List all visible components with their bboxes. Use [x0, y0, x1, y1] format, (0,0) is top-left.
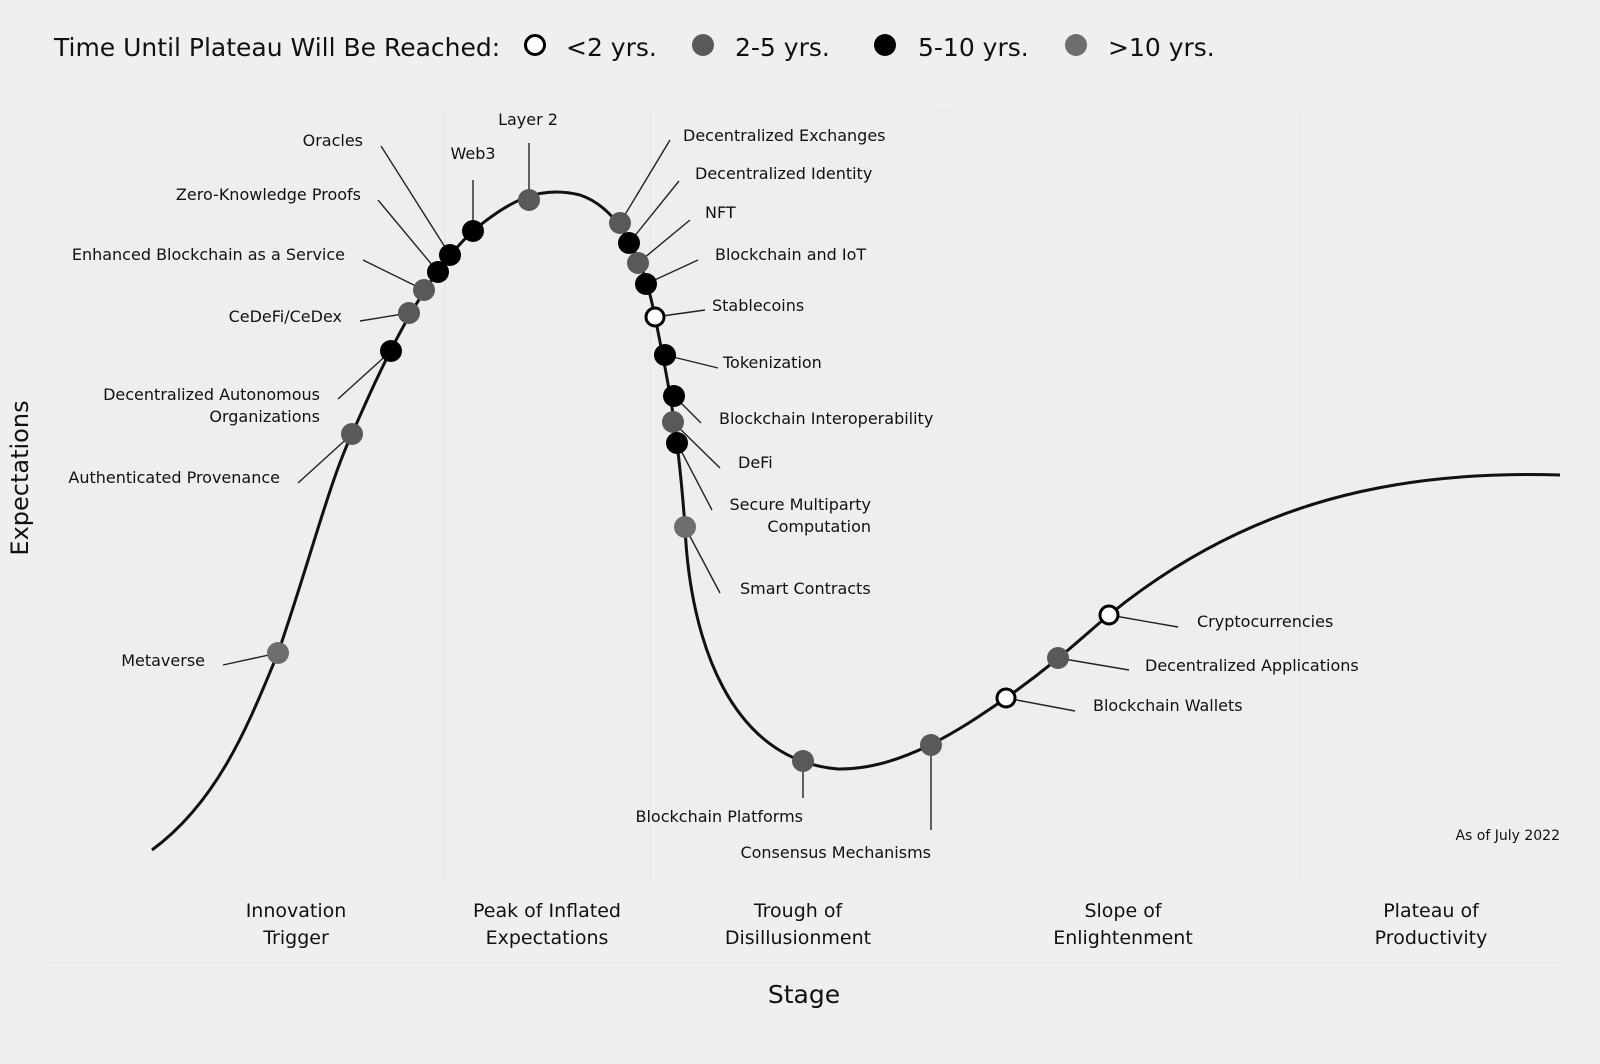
point-blockchain-and-iot	[635, 273, 657, 295]
label-cedefi-cedex: CeDeFi/CeDex	[229, 307, 342, 326]
point-decentralized-identity	[618, 232, 640, 254]
leader-line-nft	[637, 219, 691, 264]
stage-label-innovation-trigger: Innovation	[246, 900, 347, 922]
point-decentralized-applications	[1047, 647, 1069, 669]
legend-label-2to5: 2-5 yrs.	[735, 33, 830, 62]
stage-label-trough-of-disillusionment: Trough of	[753, 900, 844, 922]
stage-label-slope-of-enlightenment: Enlightenment	[1053, 927, 1193, 949]
legend-marker-2to5	[692, 34, 714, 56]
label-stablecoins: Stablecoins	[712, 296, 804, 315]
leader-line-secure-multiparty-computation	[676, 442, 713, 511]
point-decentralized-exchanges	[609, 212, 631, 234]
label-authenticated-provenance: Authenticated Provenance	[68, 468, 280, 487]
point-layer-2	[518, 189, 540, 211]
point-zero-knowledge-proofs	[427, 261, 449, 283]
label-blockchain-wallets: Blockchain Wallets	[1093, 696, 1243, 715]
legend-label-gt10: >10 yrs.	[1108, 33, 1215, 62]
label-cryptocurrencies: Cryptocurrencies	[1197, 612, 1333, 631]
leader-line-decentralized-exchanges	[619, 139, 671, 224]
stage-labels: Innovation Trigger Peak of Inflated Expecta…	[246, 900, 1488, 949]
stage-label-plateau-of-productivity: Plateau of	[1383, 900, 1480, 922]
stage-label-trough-of-disillusionment: Disillusionment	[725, 927, 871, 949]
as-of-note: As of July 2022	[1455, 828, 1560, 844]
label-decentralized-applications: Decentralized Applications	[1145, 656, 1359, 675]
label-secure-multiparty-computation: Computation	[767, 517, 871, 536]
label-web3: Web3	[450, 144, 495, 163]
label-decentralized-exchanges: Decentralized Exchanges	[683, 126, 886, 145]
legend-label-lt2: <2 yrs.	[566, 33, 657, 62]
point-tokenization	[654, 344, 676, 366]
label-oracles: Oracles	[303, 131, 363, 150]
label-decentralized-autonomous-organizations: Organizations	[209, 407, 320, 426]
label-blockchain-interoperability: Blockchain Interoperability	[719, 409, 933, 428]
label-layer-2: Layer 2	[498, 110, 558, 129]
stage-label-innovation-trigger: Trigger	[262, 927, 329, 949]
label-enhanced-blockchain-as-a-service: Enhanced Blockchain as a Service	[72, 245, 345, 264]
legend-marker-5to10	[874, 34, 896, 56]
leader-line-cryptocurrencies	[1108, 614, 1179, 628]
stage-label-plateau-of-productivity: Productivity	[1375, 927, 1488, 949]
leader-line-decentralized-applications	[1057, 657, 1130, 671]
technology-points	[267, 189, 1120, 772]
point-cedefi-cedex	[398, 302, 420, 324]
point-secure-multiparty-computation	[666, 432, 688, 454]
legend-title: Time Until Plateau Will Be Reached:	[53, 33, 500, 62]
point-metaverse	[267, 642, 289, 664]
point-enhanced-blockchain-as-a-service	[413, 279, 435, 301]
legend-marker-lt2	[524, 34, 546, 56]
point-stablecoins	[644, 306, 666, 328]
point-nft	[627, 252, 649, 274]
point-oracles	[439, 244, 461, 266]
leader-line-zero-knowledge-proofs	[377, 199, 439, 273]
leader-line-decentralized-identity	[628, 180, 680, 244]
leader-line-blockchain-wallets	[1005, 697, 1076, 712]
legend: Time Until Plateau Will Be Reached: <2 y…	[53, 33, 1215, 62]
leader-line-oracles	[380, 145, 451, 256]
label-nft: NFT	[705, 203, 736, 222]
point-consensus-mechanisms	[920, 734, 942, 756]
label-decentralized-identity: Decentralized Identity	[695, 164, 872, 183]
label-tokenization: Tokenization	[722, 353, 822, 372]
label-decentralized-autonomous-organizations: Decentralized Autonomous	[103, 385, 320, 404]
label-smart-contracts: Smart Contracts	[740, 579, 871, 598]
x-axis-label: Stage	[768, 980, 840, 1009]
legend-label-5to10: 5-10 yrs.	[918, 33, 1029, 62]
leader-line-authenticated-provenance	[297, 433, 353, 484]
y-axis-label: Expectations	[6, 400, 34, 555]
label-blockchain-platforms: Blockchain Platforms	[636, 807, 804, 826]
point-web3	[462, 220, 484, 242]
point-defi	[662, 411, 684, 433]
stage-label-peak-of-inflated-expectations: Expectations	[486, 927, 609, 949]
label-consensus-mechanisms: Consensus Mechanisms	[740, 843, 931, 862]
point-blockchain-interoperability	[663, 385, 685, 407]
stage-gridlines	[444, 110, 1301, 880]
leader-line-smart-contracts	[684, 526, 721, 594]
leader-line-decentralized-autonomous-organizations	[337, 350, 392, 400]
point-blockchain-platforms	[792, 750, 814, 772]
legend-marker-gt10	[1065, 34, 1087, 56]
leader-lines	[222, 139, 1179, 830]
label-blockchain-and-iot: Blockchain and IoT	[715, 245, 866, 264]
point-blockchain-wallets	[995, 687, 1017, 709]
label-zero-knowledge-proofs: Zero-Knowledge Proofs	[176, 185, 361, 204]
stage-label-peak-of-inflated-expectations: Peak of Inflated	[473, 900, 621, 922]
point-cryptocurrencies	[1098, 604, 1120, 626]
leader-line-enhanced-blockchain-as-a-service	[362, 259, 425, 291]
label-metaverse: Metaverse	[121, 651, 205, 670]
point-smart-contracts	[674, 516, 696, 538]
label-defi: DeFi	[738, 453, 773, 472]
stage-label-slope-of-enlightenment: Slope of	[1084, 900, 1162, 922]
technology-labels: Metaverse Authenticated Provenance Decentr…	[68, 110, 1358, 862]
point-decentralized-autonomous-organizations	[380, 340, 402, 362]
label-secure-multiparty-computation: Secure Multiparty	[730, 495, 871, 514]
point-authenticated-provenance	[341, 423, 363, 445]
